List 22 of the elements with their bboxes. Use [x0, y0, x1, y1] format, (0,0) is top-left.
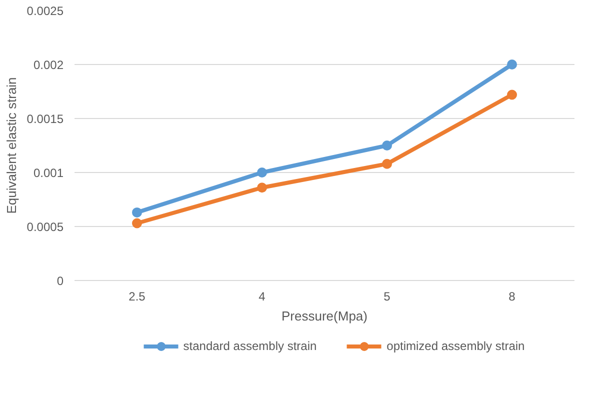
point [382, 140, 392, 150]
x-tick-label: 4 [258, 290, 266, 304]
x-tick-label: 5 [384, 290, 391, 304]
y-axis-title: Equivalent elastic strain [4, 77, 19, 214]
y-tick-label: 0.0005 [26, 220, 64, 234]
y-tick-label: 0.002 [33, 58, 64, 72]
point [507, 90, 517, 100]
legend-label: optimized assembly strain [386, 339, 525, 353]
point [382, 158, 392, 169]
legend-label: standard assembly strain [183, 339, 317, 353]
y-tick-label: 0.0025 [26, 4, 64, 18]
point [507, 60, 517, 70]
x-tick-label: 2.5 [128, 290, 146, 304]
x-tick-label: 8 [508, 290, 516, 304]
x-axis-title: Pressure(Mpa) [282, 308, 368, 324]
y-tick-label: 0.001 [33, 166, 64, 180]
point [257, 182, 267, 193]
y-tick-label: 0 [56, 274, 64, 288]
point [132, 218, 142, 228]
point [132, 207, 142, 218]
y-tick-label: 0.0015 [26, 112, 64, 126]
point [257, 168, 267, 178]
